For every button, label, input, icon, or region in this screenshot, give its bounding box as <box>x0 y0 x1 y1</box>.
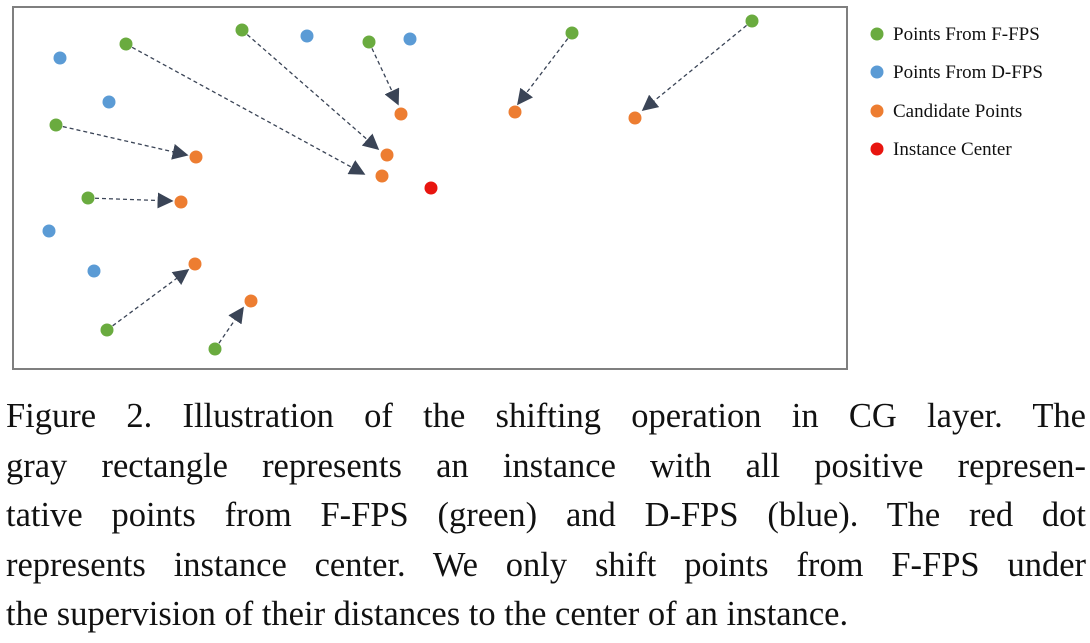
shift-arrow <box>641 20 753 112</box>
candidate-point <box>189 150 203 164</box>
d-fps-point <box>102 95 116 109</box>
f-fps-points <box>49 14 759 356</box>
legend-label-candidate: Candidate Points <box>893 101 1022 122</box>
caption-line: tative points from F-FPS (green) and D-F… <box>6 496 1086 534</box>
f-fps-point <box>565 26 579 40</box>
caption-line: Figure 2. Illustration of the shifting o… <box>6 397 1086 435</box>
candidate-point <box>244 294 258 308</box>
d-fps-point <box>300 29 314 43</box>
candidate-point <box>628 111 642 125</box>
legend-item-d-fps: Points From D-FPS <box>870 62 1043 83</box>
f-fps-point <box>745 14 759 28</box>
legend-item-candidate: Candidate Points <box>870 101 1022 122</box>
shift-arrow <box>517 32 573 106</box>
legend-item-center: Instance Center <box>870 139 1012 160</box>
candidate-point <box>188 257 202 271</box>
instance-center-point <box>424 181 438 195</box>
caption-line: represents instance center. We only shif… <box>6 545 1086 584</box>
shift-arrows <box>55 20 753 350</box>
d-fps-point <box>403 32 417 46</box>
shift-arrow <box>106 269 190 331</box>
candidate-point <box>394 107 408 121</box>
legend-label-center: Instance Center <box>893 139 1012 160</box>
candidate-point <box>508 105 522 119</box>
candidate-point <box>375 169 389 183</box>
d-fps-point <box>42 224 56 238</box>
legend-marker-candidate <box>870 104 884 118</box>
f-fps-point <box>81 191 95 205</box>
f-fps-point <box>235 23 249 37</box>
figure-illustration: Points From F-FPS Points From D-FPS Cand… <box>12 6 1043 370</box>
legend: Points From F-FPS Points From D-FPS Cand… <box>870 24 1043 160</box>
legend-label-f-fps: Points From F-FPS <box>893 24 1040 45</box>
legend-marker-f-fps <box>870 27 884 41</box>
shift-arrow <box>87 192 174 209</box>
shift-arrow <box>125 43 366 175</box>
candidate-point <box>174 195 188 209</box>
legend-marker-d-fps <box>870 65 884 79</box>
shift-arrow <box>241 29 380 151</box>
d-fps-points <box>42 29 417 278</box>
candidate-point <box>380 148 394 162</box>
caption-line: gray rectangle represents an instance wi… <box>6 446 1086 485</box>
shift-arrow <box>368 41 400 106</box>
d-fps-point <box>53 51 67 65</box>
figure-caption: Figure 2. Illustration of the shifting o… <box>6 392 1086 640</box>
legend-label-d-fps: Points From D-FPS <box>893 62 1043 83</box>
legend-item-f-fps: Points From F-FPS <box>870 24 1040 45</box>
shift-arrow <box>214 306 244 350</box>
f-fps-point <box>119 37 133 51</box>
f-fps-point <box>362 35 376 49</box>
f-fps-point <box>49 118 63 132</box>
f-fps-point <box>208 342 222 356</box>
candidate-points <box>174 105 642 308</box>
shift-arrow <box>55 124 189 160</box>
f-fps-point <box>100 323 114 337</box>
legend-marker-center <box>870 142 884 156</box>
d-fps-point <box>87 264 101 278</box>
caption-line: the supervision of their distances to th… <box>6 595 849 633</box>
